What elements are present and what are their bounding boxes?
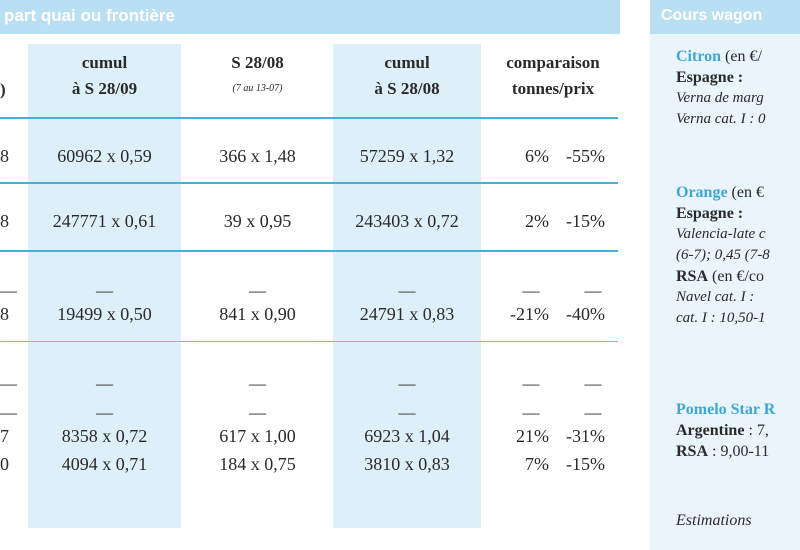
cell-cumul-s2809: 247771 x 0,61: [52, 211, 157, 231]
cell-cumul-s2809: 8358 x 0,72: [61, 426, 148, 446]
table-rule: [0, 182, 618, 184]
orange-line: Navel cat. I :: [676, 289, 755, 305]
sidebar-orange: Orange (en € Espagne : Valencia-late c (…: [676, 182, 770, 329]
pomelo-argentine-label: Argentine: [676, 422, 745, 439]
dash-mark: —: [0, 374, 17, 393]
cell-s2808: 184 x 0,75: [219, 454, 296, 474]
row-lead: 8: [0, 146, 9, 166]
pomelo-rsa-label: RSA: [676, 443, 709, 460]
row-lead: 0: [0, 454, 9, 474]
dash-mark: —: [96, 374, 113, 393]
dash-mark: —: [522, 403, 540, 422]
cell-cumul-s2808: 57259 x 1,32: [359, 146, 455, 166]
header-s2808-label: S 28/08: [231, 53, 284, 72]
column-shade-cumul-s2808: [333, 44, 481, 528]
cell-s2808: 617 x 1,00: [219, 426, 296, 446]
cell-compare-tonnes: 6%: [525, 146, 549, 166]
cell-compare-prix: -15%: [566, 211, 605, 231]
orange-origin: Espagne :: [676, 205, 744, 222]
dash-mark: —: [584, 403, 602, 422]
cell-cumul-s2809: 60962 x 0,59: [57, 146, 152, 166]
sidebar-panel: Citron (en €/ Espagne : Verna de marg Ve…: [650, 34, 800, 550]
dash-mark: —: [249, 403, 266, 422]
dash-mark: —: [522, 281, 540, 300]
citron-origin: Espagne :: [676, 69, 744, 86]
column-shade-cumul-s2809: [28, 44, 181, 528]
cell-compare-prix: -40%: [566, 304, 605, 324]
dash-mark: —: [522, 374, 540, 393]
orange-line: cat. I : 10,50-1: [676, 310, 766, 326]
cell-s2808: 841 x 0,90: [219, 304, 296, 324]
sidebar-header: Cours wagon: [650, 0, 800, 34]
cell-cumul-s2808: 24791 x 0,83: [359, 304, 455, 324]
cell-compare-prix: -31%: [566, 426, 605, 446]
dash-mark: —: [398, 374, 416, 393]
cell-compare-tonnes: -21%: [510, 304, 549, 324]
sidebar-pomelo: Pomelo Star R Argentine : 7, RSA : 9,00-…: [676, 399, 775, 462]
row-lead: 8: [0, 304, 9, 324]
cell-compare-prix: -15%: [566, 454, 605, 474]
row-lead: 7: [0, 426, 9, 446]
pomelo-name: Pomelo Star R: [676, 401, 776, 418]
cell-cumul-s2809: 19499 x 0,50: [57, 304, 152, 324]
dash-mark: —: [96, 403, 113, 422]
table-rule: [0, 117, 618, 119]
dash-mark: —: [398, 281, 416, 300]
cell-compare-tonnes: 21%: [516, 426, 549, 446]
cell-cumul-s2808: 6923 x 1,04: [364, 426, 450, 446]
table-rule: [0, 250, 618, 252]
pomelo-rsa-value: : 9,00-11: [708, 443, 770, 460]
cell-compare-tonnes: 7%: [525, 454, 549, 474]
citron-line: Verna cat. I : 0: [676, 111, 766, 127]
orange-line: Valencia-late c: [676, 226, 766, 242]
cell-s2808: 366 x 1,48: [219, 146, 296, 166]
sidebar-title: Cours wagon: [661, 7, 763, 24]
dash-mark: —: [584, 281, 602, 300]
cell-cumul-s2808: 243403 x 0,72: [355, 211, 459, 231]
dash-mark: —: [584, 374, 602, 393]
pomelo-argentine-value: : 7,: [744, 422, 769, 439]
table-rule: [0, 341, 618, 342]
dash-mark: —: [398, 403, 416, 422]
citron-name: Citron: [676, 48, 722, 65]
dash-mark: —: [249, 374, 266, 393]
cell-s2808: 39 x 0,95: [223, 211, 292, 231]
header-cumul-s2809: cumul à S 28/09: [71, 53, 138, 98]
row-lead: 8: [0, 211, 9, 231]
dash-mark: —: [0, 403, 17, 422]
header-s2808-dates: (7 au 13-07): [232, 83, 283, 94]
orange-unit: (en €: [727, 184, 764, 201]
header-col0-fragment: ): [0, 80, 6, 99]
dash-mark: —: [249, 281, 266, 300]
orange-line: (6-7); 0,45 (7-8: [676, 247, 770, 263]
cell-compare-prix: -55%: [566, 146, 605, 166]
dash-mark: —: [0, 281, 17, 300]
dash-mark: —: [96, 281, 113, 300]
sidebar-citron: Citron (en €/ Espagne : Verna de marg Ve…: [676, 46, 766, 130]
header-cumul-s2808: cumul à S 28/08: [374, 53, 440, 98]
cell-cumul-s2808: 3810 x 0,83: [364, 454, 450, 474]
section-title: part quai ou frontière: [4, 6, 175, 25]
citron-unit: (en €/: [721, 48, 762, 65]
orange-rsa-unit: (en €/co: [708, 268, 764, 285]
citron-line: Verna de marg: [676, 90, 764, 106]
cell-compare-tonnes: 2%: [525, 211, 549, 231]
orange-rsa-label: RSA: [676, 268, 709, 285]
cell-cumul-s2809: 4094 x 0,71: [61, 454, 148, 474]
sidebar-footnote: Estimations: [676, 512, 752, 529]
header-s2808: S 28/08 (7 au 13-07): [190, 50, 325, 102]
section-header-band: part quai ou frontière: [0, 0, 620, 34]
orange-name: Orange: [676, 184, 728, 201]
header-comparaison: comparaison tonnes/prix: [506, 53, 600, 98]
